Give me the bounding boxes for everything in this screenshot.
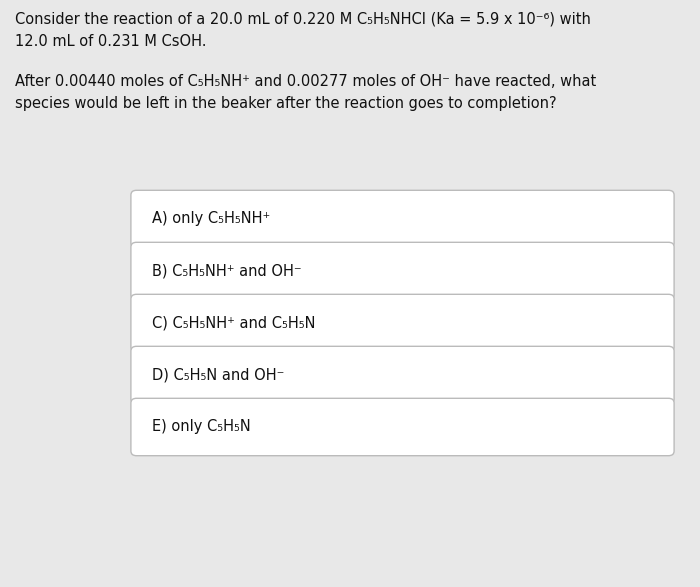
Text: B) C₅H₅NH⁺ and OH⁻: B) C₅H₅NH⁺ and OH⁻ [152,264,302,278]
Text: A) only C₅H₅NH⁺: A) only C₅H₅NH⁺ [152,211,270,227]
FancyBboxPatch shape [131,190,674,248]
Text: species would be left in the beaker after the reaction goes to completion?: species would be left in the beaker afte… [15,96,557,111]
Text: Consider the reaction of a 20.0 mL of 0.220 M C₅H₅NHCI (Ka = 5.9 x 10⁻⁶) with: Consider the reaction of a 20.0 mL of 0.… [15,12,591,27]
Text: 12.0 mL of 0.231 M CsOH.: 12.0 mL of 0.231 M CsOH. [15,34,206,49]
Text: C) C₅H₅NH⁺ and C₅H₅N: C) C₅H₅NH⁺ and C₅H₅N [152,315,316,330]
Text: E) only C₅H₅N: E) only C₅H₅N [152,420,251,434]
FancyBboxPatch shape [131,294,674,352]
FancyBboxPatch shape [131,346,674,404]
FancyBboxPatch shape [131,399,674,456]
Text: After 0.00440 moles of C₅H₅NH⁺ and 0.00277 moles of OH⁻ have reacted, what: After 0.00440 moles of C₅H₅NH⁺ and 0.002… [15,74,596,89]
FancyBboxPatch shape [131,242,674,300]
Text: D) C₅H₅N and OH⁻: D) C₅H₅N and OH⁻ [152,367,284,383]
